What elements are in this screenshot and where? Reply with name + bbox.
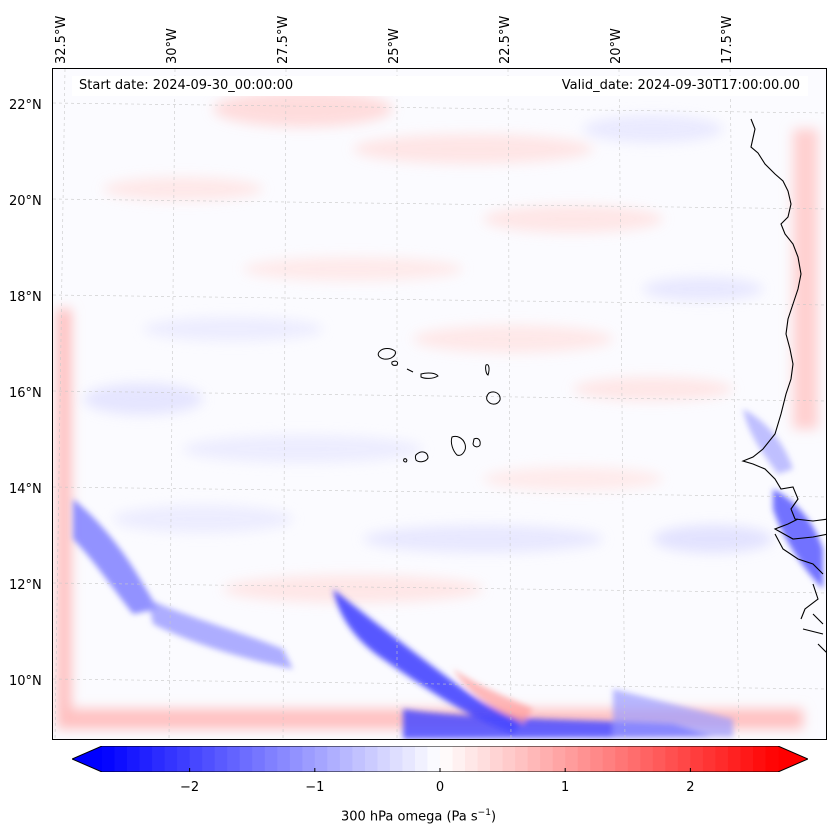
colorbar-segment — [364, 746, 379, 772]
map-panel — [52, 68, 827, 740]
lon-label: 20°W — [609, 28, 624, 64]
colorbar-segment — [327, 746, 341, 772]
colorbar-segment — [665, 746, 679, 772]
colorbar-segment — [690, 746, 704, 772]
colorbar — [72, 746, 808, 772]
colorbar-segment — [727, 746, 742, 772]
colorbar-segment — [452, 746, 466, 772]
field-texture — [83, 91, 773, 603]
colorbar-segment — [277, 746, 291, 772]
lon-label: 30°W — [165, 28, 180, 64]
colorbar-segment — [177, 746, 191, 772]
lat-label: 22°N — [9, 98, 42, 113]
colorbar-label-exponent: −1 — [477, 808, 491, 818]
lon-label: 27.5°W — [276, 15, 291, 64]
colorbar-segment — [189, 746, 203, 772]
colorbar-segments — [72, 746, 808, 772]
colorbar-label-main: 300 hPa omega (Pa s — [340, 809, 478, 825]
colorbar-segment — [214, 746, 228, 772]
colorbar-segment — [515, 746, 529, 772]
colorbar-segment — [239, 746, 253, 772]
gridlines — [53, 69, 826, 739]
lon-label: 25°W — [387, 28, 402, 64]
lat-label: 14°N — [9, 482, 42, 497]
colorbar-segment — [102, 746, 116, 772]
colorbar-segment — [402, 746, 416, 772]
colorbar-segment — [289, 746, 303, 772]
colorbar-segment — [527, 746, 541, 772]
colorbar-segment — [440, 746, 454, 772]
colorbar-label: 300 hPa omega (Pa s−1) — [0, 808, 837, 824]
info-bar — [72, 76, 808, 96]
start-date-label: Start date: 2024-09-30_00:00:00 — [79, 78, 294, 93]
colorbar-segment — [702, 746, 717, 772]
colorbar-segment — [677, 746, 691, 772]
colorbar-segment — [602, 746, 616, 772]
omega-field — [53, 69, 826, 739]
colorbar-segment — [477, 746, 491, 772]
colorbar-segment — [302, 746, 316, 772]
colorbar-segment — [127, 746, 141, 772]
colorbar-segment — [552, 746, 566, 772]
west-africa-coastline — [741, 118, 826, 653]
colorbar-extend-max — [778, 746, 808, 772]
colorbar-segment — [152, 746, 166, 772]
cape-verde-islands — [377, 348, 501, 463]
colorbar-segment — [352, 746, 366, 772]
colorbar-segment — [389, 746, 404, 772]
lon-label: 17.5°W — [720, 15, 735, 64]
colorbar-tick-label: 2 — [686, 780, 695, 795]
colorbar-segment — [765, 746, 779, 772]
colorbar-segment — [139, 746, 153, 772]
colorbar-segment — [339, 746, 353, 772]
colorbar-label-end: ) — [490, 809, 497, 825]
colorbar-segment — [114, 746, 128, 772]
colorbar-segment — [577, 746, 591, 772]
lat-label: 16°N — [9, 386, 42, 401]
colorbar-segment — [264, 746, 278, 772]
colorbar-tick-label: −2 — [180, 780, 200, 795]
lat-label: 12°N — [9, 578, 42, 593]
lat-label: 18°N — [9, 290, 42, 305]
colorbar-tick-label: −1 — [305, 780, 325, 795]
colorbar-tick-label: 1 — [561, 780, 570, 795]
colorbar-segment — [164, 746, 178, 772]
colorbar-segment — [427, 746, 441, 772]
colorbar-segment — [314, 746, 328, 772]
colorbar-segment — [490, 746, 504, 772]
colorbar-segment — [227, 746, 241, 772]
colorbar-segment — [202, 746, 216, 772]
colorbar-extend-min — [72, 746, 102, 772]
colorbar-segment — [640, 746, 654, 772]
colorbar-segment — [615, 746, 629, 772]
colorbar-segment — [715, 746, 729, 772]
colorbar-segment — [627, 746, 641, 772]
ascent-bands — [73, 409, 823, 739]
colorbar-segment — [502, 746, 516, 772]
colorbar-segment — [565, 746, 579, 772]
colorbar-tick-label: 0 — [435, 780, 445, 795]
colorbar-segment — [252, 746, 266, 772]
lat-label: 20°N — [9, 194, 42, 209]
lat-label: 10°N — [9, 674, 42, 689]
colorbar-segment — [465, 746, 479, 772]
colorbar-segment — [652, 746, 666, 772]
valid-date-label: Valid_date: 2024-09-30T17:00:00.00 — [561, 78, 800, 93]
colorbar-ticks — [189, 768, 691, 772]
colorbar-segment — [377, 746, 391, 772]
colorbar-segment — [740, 746, 754, 772]
colorbar-segment — [540, 746, 554, 772]
colorbar-segment — [414, 746, 429, 772]
colorbar-segment — [590, 746, 604, 772]
lon-label: 32.5°W — [54, 15, 69, 64]
colorbar-segment — [752, 746, 767, 772]
lon-label: 22.5°W — [498, 15, 513, 64]
